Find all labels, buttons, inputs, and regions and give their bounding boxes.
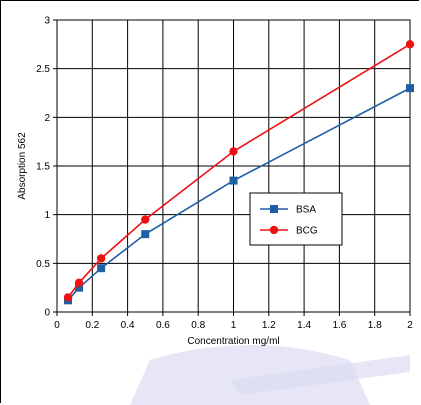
x-tick-label: 1	[231, 320, 237, 331]
y-tick-label: 1.5	[36, 162, 50, 173]
data-point-bcg	[96, 254, 106, 263]
data-point-bcg	[405, 40, 415, 49]
y-axis-ticks: 0 0.5 1 1.5 2 2.5 3	[36, 16, 57, 319]
x-tick-label: 0	[54, 320, 60, 331]
x-tick-label: 0.8	[191, 320, 205, 331]
data-point-bsa	[141, 230, 150, 239]
data-point-bsa	[75, 283, 84, 292]
x-axis-ticks: 0 0.2 0.4 0.6 0.8 1 1.2 1.4 1.6 1.8 2	[54, 312, 413, 331]
y-tick-label: 2.5	[36, 64, 50, 75]
data-point-bcg	[141, 215, 150, 224]
legend-marker-bsa	[270, 205, 278, 213]
legend-label-bsa: BSA	[296, 205, 316, 216]
legend: BSA BCG	[249, 192, 343, 246]
y-axis-title: Absorption 562	[17, 132, 28, 200]
y-tick-label: 3	[44, 16, 50, 27]
watermark-logo	[130, 345, 410, 405]
legend-marker-bcg	[269, 225, 279, 235]
x-tick-label: 2	[407, 320, 413, 331]
legend-label-bcg: BCG	[296, 226, 318, 237]
x-tick-label: 1.4	[297, 320, 311, 331]
x-tick-label: 0.6	[156, 320, 170, 331]
series-group	[63, 40, 415, 305]
data-point-bcg	[74, 278, 84, 287]
legend-box	[249, 192, 343, 246]
data-point-bcg	[229, 147, 238, 156]
data-point-bcg	[63, 293, 73, 302]
data-point-bsa	[229, 176, 238, 185]
y-tick-label: 0.5	[36, 259, 50, 270]
x-axis-title: Concentration mg/ml	[187, 336, 279, 347]
x-tick-label: 0.4	[121, 320, 135, 331]
x-tick-label: 0.2	[85, 320, 99, 331]
x-tick-label: 1.6	[332, 320, 346, 331]
y-tick-label: 0	[44, 308, 50, 319]
y-tick-label: 1	[44, 210, 50, 221]
x-tick-label: 1.2	[262, 320, 276, 331]
x-tick-label: 1.8	[368, 320, 382, 331]
data-point-bsa	[406, 84, 414, 93]
y-tick-label: 2	[44, 113, 50, 124]
data-point-bsa	[97, 264, 106, 273]
